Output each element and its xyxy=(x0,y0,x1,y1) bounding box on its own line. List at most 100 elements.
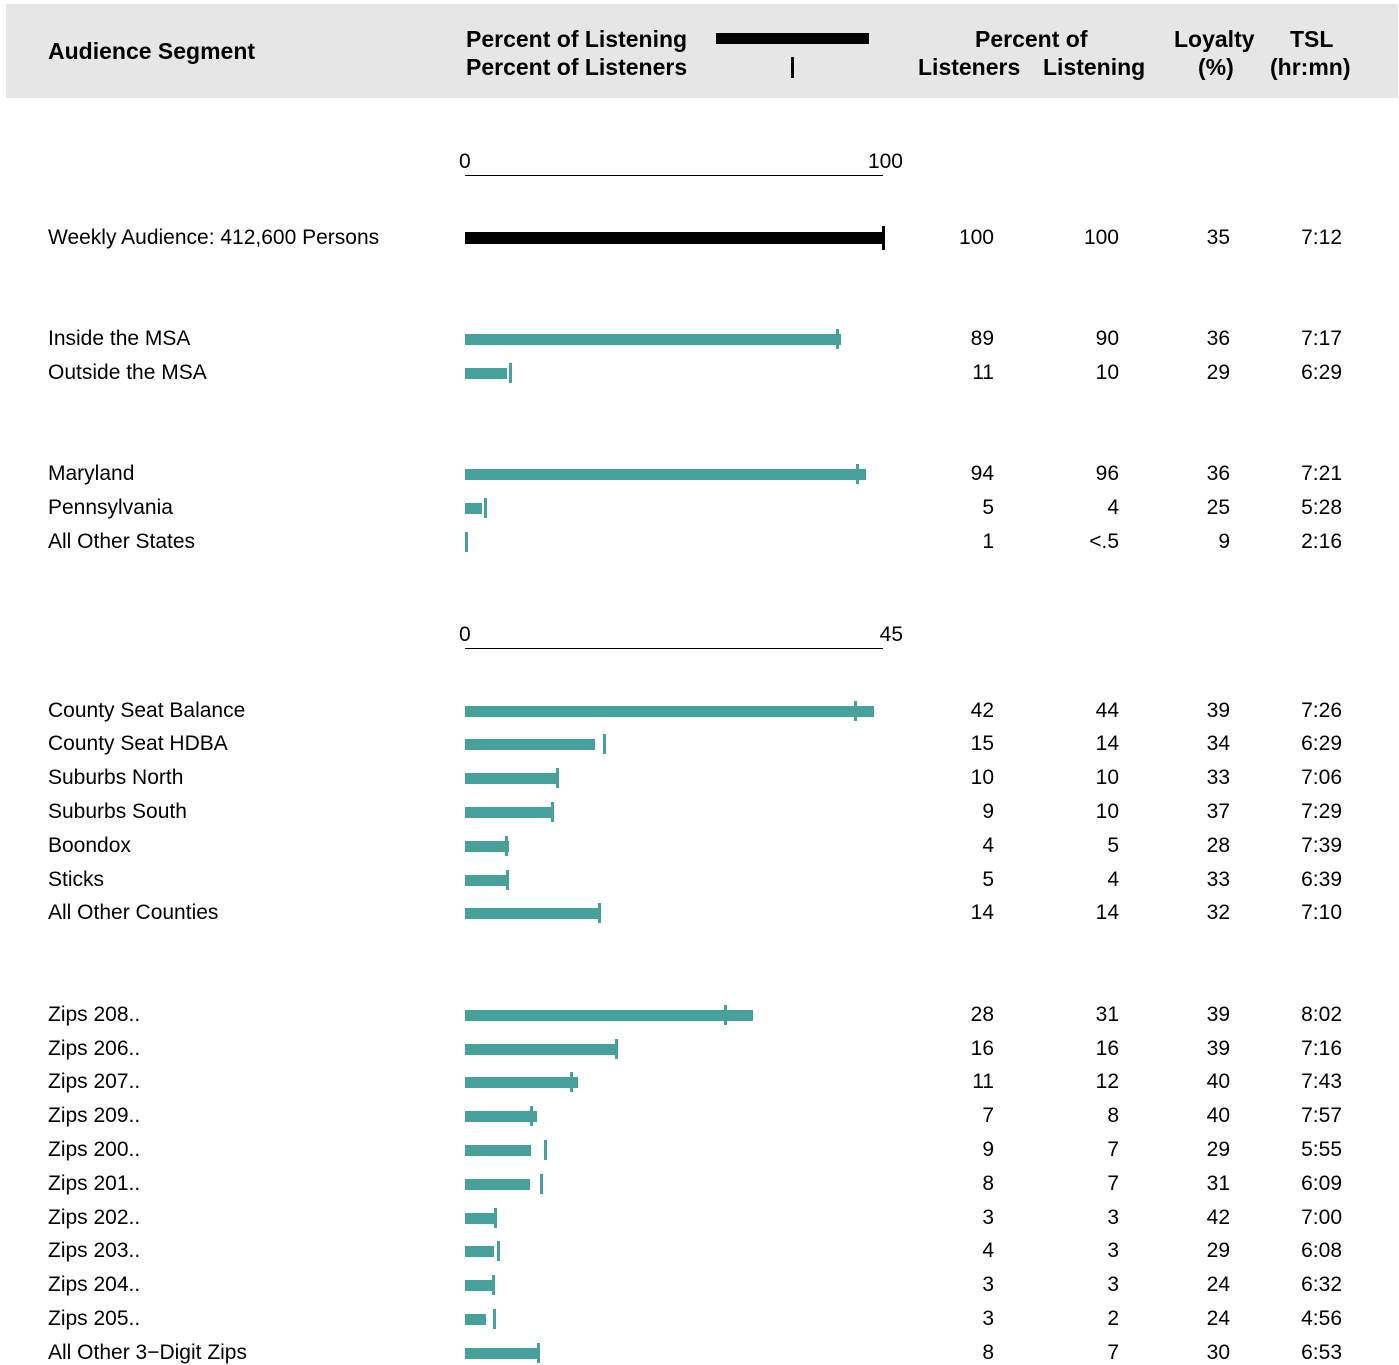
listening-bar xyxy=(465,1043,617,1055)
scale-axis-line xyxy=(465,175,883,176)
scale-max-label: 45 xyxy=(879,623,903,646)
col-loyalty-unit: (%) xyxy=(1198,54,1234,80)
col-tsl-unit: (hr:mn) xyxy=(1270,54,1351,80)
loyalty-value: 25 xyxy=(1206,496,1230,519)
listeners-value: 5 xyxy=(982,496,994,519)
listening-bar xyxy=(465,1110,538,1122)
listening-value: 3 xyxy=(1107,1206,1119,1229)
tsl-value: 6:39 xyxy=(1301,868,1342,891)
listening-bar xyxy=(465,874,506,886)
loyalty-value: 29 xyxy=(1206,1239,1230,1262)
tsl-value: 5:55 xyxy=(1301,1138,1342,1161)
loyalty-value: 30 xyxy=(1206,1341,1230,1364)
loyalty-value: 28 xyxy=(1206,834,1230,857)
tsl-value: 7:06 xyxy=(1301,766,1342,789)
listeners-tick xyxy=(493,1309,497,1329)
listeners-value: 3 xyxy=(982,1206,994,1229)
loyalty-value: 37 xyxy=(1206,800,1230,823)
listeners-tick xyxy=(505,836,509,856)
listeners-value: 15 xyxy=(970,732,994,755)
segment-label: Zips 209.. xyxy=(48,1104,141,1127)
segment-label: Boondox xyxy=(48,834,131,857)
tsl-value: 5:28 xyxy=(1301,496,1342,519)
listeners-tick xyxy=(544,1140,548,1160)
loyalty-value: 36 xyxy=(1206,462,1230,485)
loyalty-value: 39 xyxy=(1206,1003,1230,1026)
segment-header: Audience Segment xyxy=(48,38,256,64)
segment-label: Weekly Audience: 412,600 Persons xyxy=(48,226,380,249)
loyalty-value: 32 xyxy=(1206,901,1230,924)
legend-listening-label: Percent of Listening xyxy=(466,26,688,52)
listening-value: 44 xyxy=(1095,699,1119,722)
listening-bar xyxy=(465,705,874,717)
listeners-tick xyxy=(509,363,513,383)
listeners-value: 9 xyxy=(982,1138,994,1161)
listeners-tick xyxy=(853,701,857,721)
listening-bar xyxy=(465,1245,494,1257)
listening-value: 96 xyxy=(1095,462,1119,485)
listeners-value: 7 xyxy=(982,1104,994,1127)
listeners-tick xyxy=(484,498,488,518)
listening-value: 2 xyxy=(1107,1307,1119,1330)
total-listeners-tick xyxy=(881,226,885,250)
tsl-value: 7:17 xyxy=(1301,327,1342,350)
segment-label: Zips 206.. xyxy=(48,1037,141,1060)
loyalty-value: 24 xyxy=(1206,1273,1230,1296)
segment-label: Zips 204.. xyxy=(48,1273,141,1296)
listeners-tick xyxy=(494,1208,498,1228)
listening-bar xyxy=(465,502,482,514)
loyalty-value: 31 xyxy=(1206,1172,1230,1195)
listeners-tick xyxy=(570,1072,574,1092)
listeners-value: 16 xyxy=(970,1037,994,1060)
segment-label: Zips 207.. xyxy=(48,1070,141,1093)
listening-value: 4 xyxy=(1107,868,1119,891)
segment-label: Zips 201.. xyxy=(48,1172,141,1195)
segment-label: Inside the MSA xyxy=(48,327,191,350)
tsl-value: 6:29 xyxy=(1301,361,1342,384)
loyalty-value: 33 xyxy=(1206,868,1230,891)
tsl-value: 6:32 xyxy=(1301,1273,1342,1296)
listeners-tick xyxy=(539,1174,543,1194)
listeners-tick xyxy=(835,329,839,349)
listening-value: 31 xyxy=(1095,1003,1119,1026)
listeners-value: 3 xyxy=(982,1307,994,1330)
scale-axis-line xyxy=(465,648,883,649)
listening-bar xyxy=(465,1347,537,1359)
tsl-value: 7:00 xyxy=(1301,1206,1342,1229)
segment-label: County Seat Balance xyxy=(48,699,246,722)
listening-bar xyxy=(465,333,842,345)
listeners-value: 8 xyxy=(982,1341,994,1364)
segment-label: Maryland xyxy=(48,462,135,485)
tsl-value: 7:21 xyxy=(1301,462,1342,485)
tsl-value: 8:02 xyxy=(1301,1003,1342,1026)
listeners-value: 42 xyxy=(970,699,994,722)
tsl-value: 7:29 xyxy=(1301,800,1342,823)
listeners-value: 14 xyxy=(970,901,994,924)
loyalty-value: 34 xyxy=(1206,732,1230,755)
listeners-value: 9 xyxy=(982,800,994,823)
listening-value: 90 xyxy=(1095,327,1119,350)
listening-value: 8 xyxy=(1107,1104,1119,1127)
tsl-value: 2:16 xyxy=(1301,530,1342,553)
listeners-value: 89 xyxy=(970,327,994,350)
listening-value: 7 xyxy=(1107,1341,1119,1364)
listening-value: 10 xyxy=(1095,766,1119,789)
listeners-tick xyxy=(496,1241,500,1261)
loyalty-value: 42 xyxy=(1206,1206,1230,1229)
scale-max-label: 100 xyxy=(867,150,903,173)
listening-bar xyxy=(465,1279,492,1291)
legend-listeners-swatch xyxy=(791,57,794,78)
listening-value: 10 xyxy=(1095,800,1119,823)
col-tsl-header: TSL xyxy=(1290,26,1334,52)
loyalty-value: 33 xyxy=(1206,766,1230,789)
listening-bar xyxy=(465,367,507,379)
listening-bar xyxy=(465,772,558,784)
listening-bar xyxy=(465,1313,487,1325)
listening-value: 10 xyxy=(1095,361,1119,384)
loyalty-value: 40 xyxy=(1206,1104,1230,1127)
tsl-value: 6:08 xyxy=(1301,1239,1342,1262)
listening-value: 7 xyxy=(1107,1172,1119,1195)
legend-listening-swatch xyxy=(716,33,869,44)
scale-min-label: 0 xyxy=(459,150,471,173)
loyalty-value: 40 xyxy=(1206,1070,1230,1093)
